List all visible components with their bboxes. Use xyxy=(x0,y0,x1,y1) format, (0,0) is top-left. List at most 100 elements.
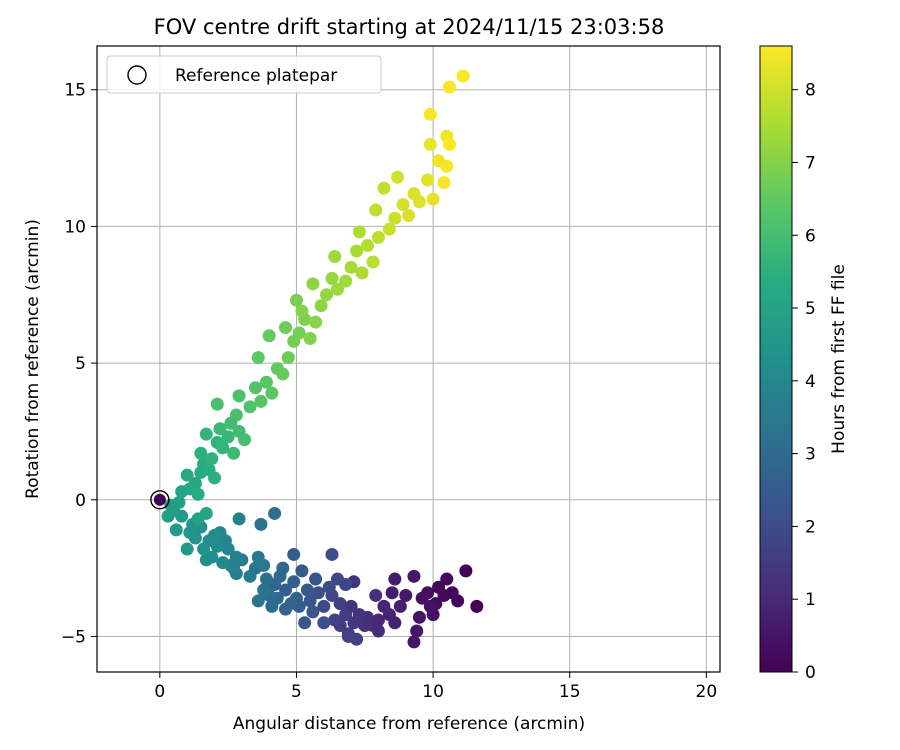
reference-point xyxy=(153,493,166,506)
legend-box xyxy=(106,55,382,94)
data-point xyxy=(322,580,336,594)
data-point xyxy=(385,586,399,600)
y-tick-label: −5 xyxy=(61,627,86,647)
data-point xyxy=(352,225,366,239)
data-point xyxy=(320,288,334,302)
data-point xyxy=(197,542,211,556)
colorbar-tick-label: 2 xyxy=(805,517,816,537)
plot-area xyxy=(97,46,720,672)
x-tick-label: 0 xyxy=(154,682,165,702)
data-point xyxy=(287,575,301,589)
data-point xyxy=(216,441,230,455)
data-point xyxy=(306,605,320,619)
y-axis-label: Rotation from reference (arcmin) xyxy=(23,219,43,499)
data-point xyxy=(311,586,325,600)
colorbar-tick-label: 1 xyxy=(805,590,816,610)
data-point xyxy=(325,547,339,561)
data-point xyxy=(257,558,271,572)
data-point xyxy=(407,569,421,583)
data-point xyxy=(371,624,385,638)
colorbar-label: Hours from first FF file xyxy=(829,264,849,454)
data-point xyxy=(191,487,205,501)
data-point xyxy=(440,159,454,173)
data-point xyxy=(347,616,361,630)
x-tick-label: 20 xyxy=(696,682,718,702)
colorbar-tick-label: 0 xyxy=(805,663,816,683)
data-point xyxy=(391,170,405,184)
x-tick-label: 15 xyxy=(559,682,581,702)
data-point xyxy=(287,547,301,561)
data-point xyxy=(199,506,213,520)
data-point xyxy=(243,400,257,414)
data-point xyxy=(456,69,470,83)
data-point xyxy=(470,599,484,613)
y-tick-label: 15 xyxy=(64,81,86,101)
data-point xyxy=(180,542,194,556)
data-point xyxy=(254,394,268,408)
data-point xyxy=(355,266,369,280)
data-point xyxy=(251,594,265,608)
reference-platepar-marker xyxy=(150,490,170,510)
colorbar-tick-label: 3 xyxy=(805,445,816,465)
data-point xyxy=(183,526,197,540)
data-point xyxy=(330,572,344,586)
data-point xyxy=(442,137,456,151)
data-point xyxy=(188,476,202,490)
data-point xyxy=(442,80,456,94)
data-point xyxy=(358,619,372,633)
x-axis-label: Angular distance from reference (arcmin) xyxy=(233,714,585,734)
data-point xyxy=(205,452,219,466)
colorbar-tick-label: 7 xyxy=(805,153,816,173)
data-point xyxy=(276,561,290,575)
data-point xyxy=(265,386,279,400)
data-point xyxy=(423,137,437,151)
data-point xyxy=(243,569,257,583)
data-point xyxy=(369,588,383,602)
data-point xyxy=(207,471,221,485)
data-point xyxy=(377,599,391,613)
data-point xyxy=(194,446,208,460)
data-point xyxy=(254,517,268,531)
data-point xyxy=(300,583,314,597)
data-points xyxy=(161,69,484,649)
data-point xyxy=(199,553,213,567)
x-tick-label: 5 xyxy=(291,682,302,702)
y-axis-ticks: −5 0 5 10 15 xyxy=(61,81,97,647)
data-point xyxy=(221,430,235,444)
colorbar xyxy=(759,45,793,673)
colorbar-tick-label: 5 xyxy=(805,299,816,319)
data-point xyxy=(423,107,437,121)
data-point xyxy=(333,597,347,611)
data-point xyxy=(303,331,317,345)
data-point xyxy=(180,468,194,482)
chart-title: FOV centre drift starting at 2024/11/15 … xyxy=(154,15,665,39)
data-point xyxy=(328,249,342,263)
data-point xyxy=(344,260,358,274)
data-point xyxy=(309,315,323,329)
data-point xyxy=(388,211,402,225)
data-point xyxy=(295,564,309,578)
data-point xyxy=(232,389,246,403)
data-point xyxy=(339,608,353,622)
data-point xyxy=(423,599,437,613)
data-point xyxy=(210,397,224,411)
data-point xyxy=(317,599,331,613)
data-point xyxy=(238,433,252,447)
data-point xyxy=(279,321,293,335)
data-point xyxy=(366,255,380,269)
colorbar-tick-label: 4 xyxy=(805,372,816,392)
legend-marker-icon xyxy=(127,65,147,85)
data-point xyxy=(325,271,339,285)
data-point xyxy=(393,599,407,613)
data-point xyxy=(268,506,282,520)
data-point xyxy=(440,572,454,586)
data-point xyxy=(432,580,446,594)
data-point xyxy=(437,176,451,190)
data-point xyxy=(459,564,473,578)
data-point xyxy=(276,367,290,381)
data-point xyxy=(281,351,295,365)
data-point xyxy=(172,496,186,510)
data-point xyxy=(314,299,328,313)
data-point xyxy=(306,277,320,291)
